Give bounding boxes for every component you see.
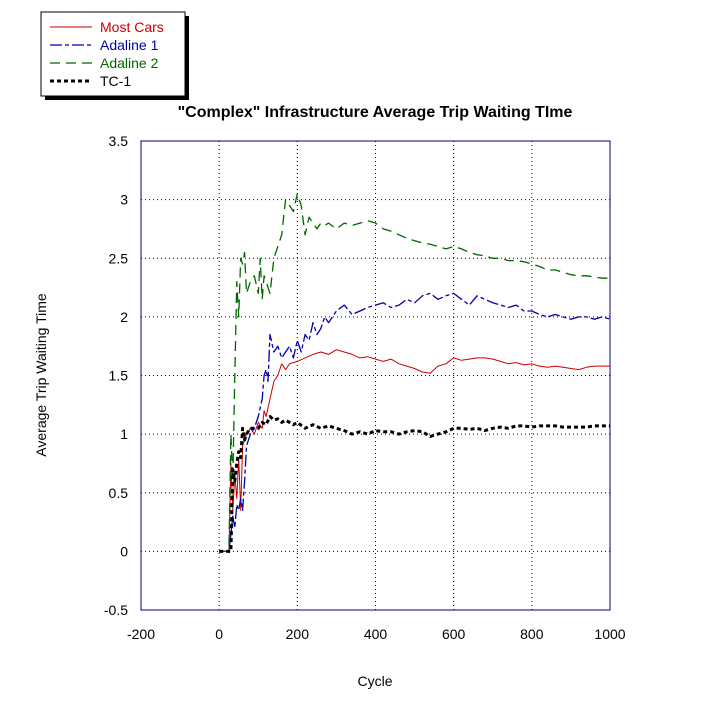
legend-items: Most Cars Adaline 1 Adaline 2 TC-1 [50, 19, 164, 89]
y-tick-label: 2 [120, 309, 128, 325]
series-line-most-cars [219, 349, 610, 552]
y-tick-label: 3 [120, 192, 128, 208]
legend-label: Most Cars [100, 19, 164, 35]
y-axis-ticks: -0.5 0 0.5 1 1.5 2 2.5 3 3.5 [104, 133, 128, 618]
legend-label: Adaline 2 [100, 55, 159, 71]
legend: Most Cars Adaline 1 Adaline 2 TC-1 [40, 11, 189, 100]
y-tick-label: 1 [120, 426, 128, 442]
series-line-adaline-2 [219, 193, 610, 553]
series-group [219, 193, 611, 553]
chart-title: "Complex" Infrastructure Average Trip Wa… [178, 104, 573, 121]
series-line-tc-1 [219, 415, 610, 553]
legend-label: TC-1 [100, 73, 131, 89]
x-tick-label: 800 [520, 626, 544, 642]
grid [141, 141, 610, 610]
legend-label: Adaline 1 [100, 37, 159, 53]
x-tick-label: -200 [127, 626, 155, 642]
y-tick-label: 2.5 [109, 250, 129, 266]
y-tick-label: 1.5 [109, 368, 129, 384]
x-tick-label: 1000 [594, 626, 625, 642]
x-tick-label: 400 [364, 626, 388, 642]
x-tick-label: 600 [442, 626, 466, 642]
y-tick-label: 0.5 [109, 485, 129, 501]
series-line-adaline-1 [219, 292, 611, 553]
y-tick-label: 3.5 [109, 133, 129, 149]
x-axis-title: Cycle [357, 673, 392, 689]
plot-frame [140, 140, 611, 611]
x-tick-label: 0 [215, 626, 223, 642]
y-axis-title: Average Trip Waiting Time [33, 293, 49, 457]
y-tick-label: -0.5 [104, 602, 128, 618]
x-tick-label: 200 [286, 626, 310, 642]
x-axis-ticks: -200 0 200 400 600 800 1000 [127, 626, 626, 642]
y-tick-label: 0 [120, 543, 128, 559]
